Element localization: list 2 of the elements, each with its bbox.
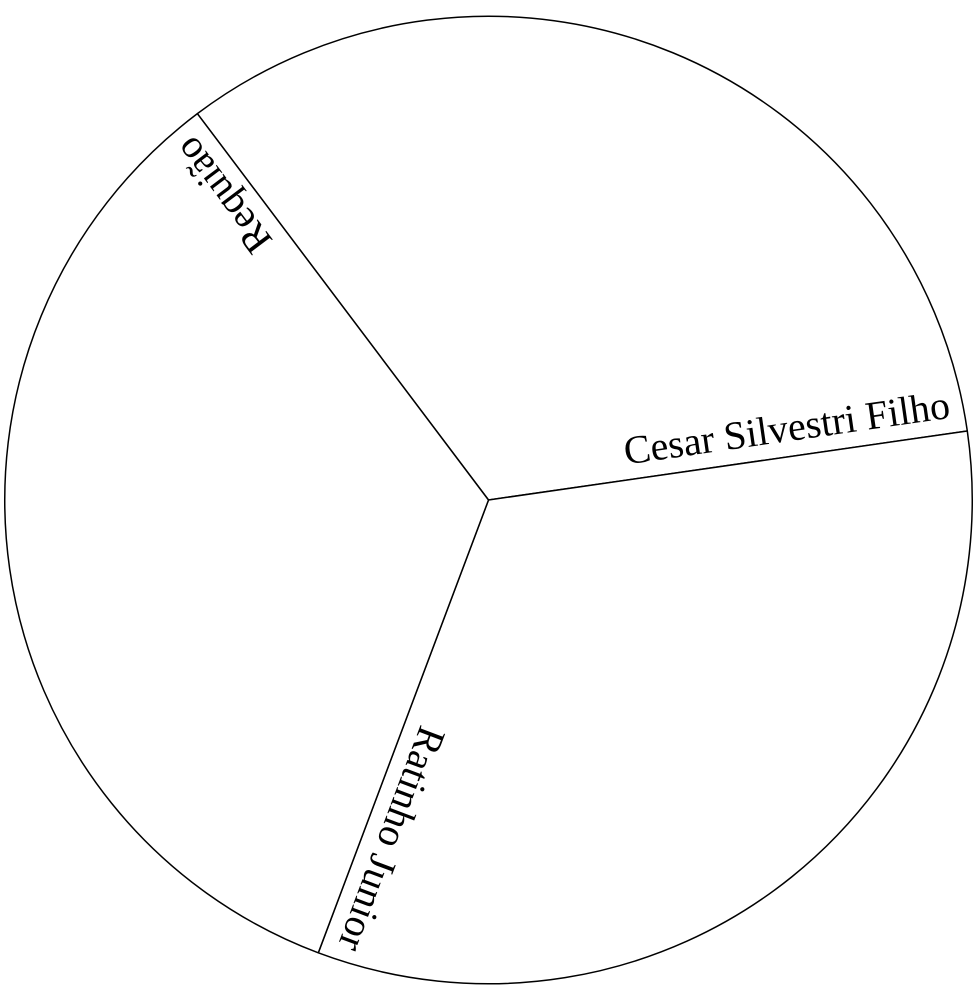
slice-label: Ratinho Junior — [329, 720, 455, 958]
slice-label: Cesar Silvestri Filho — [620, 382, 953, 474]
